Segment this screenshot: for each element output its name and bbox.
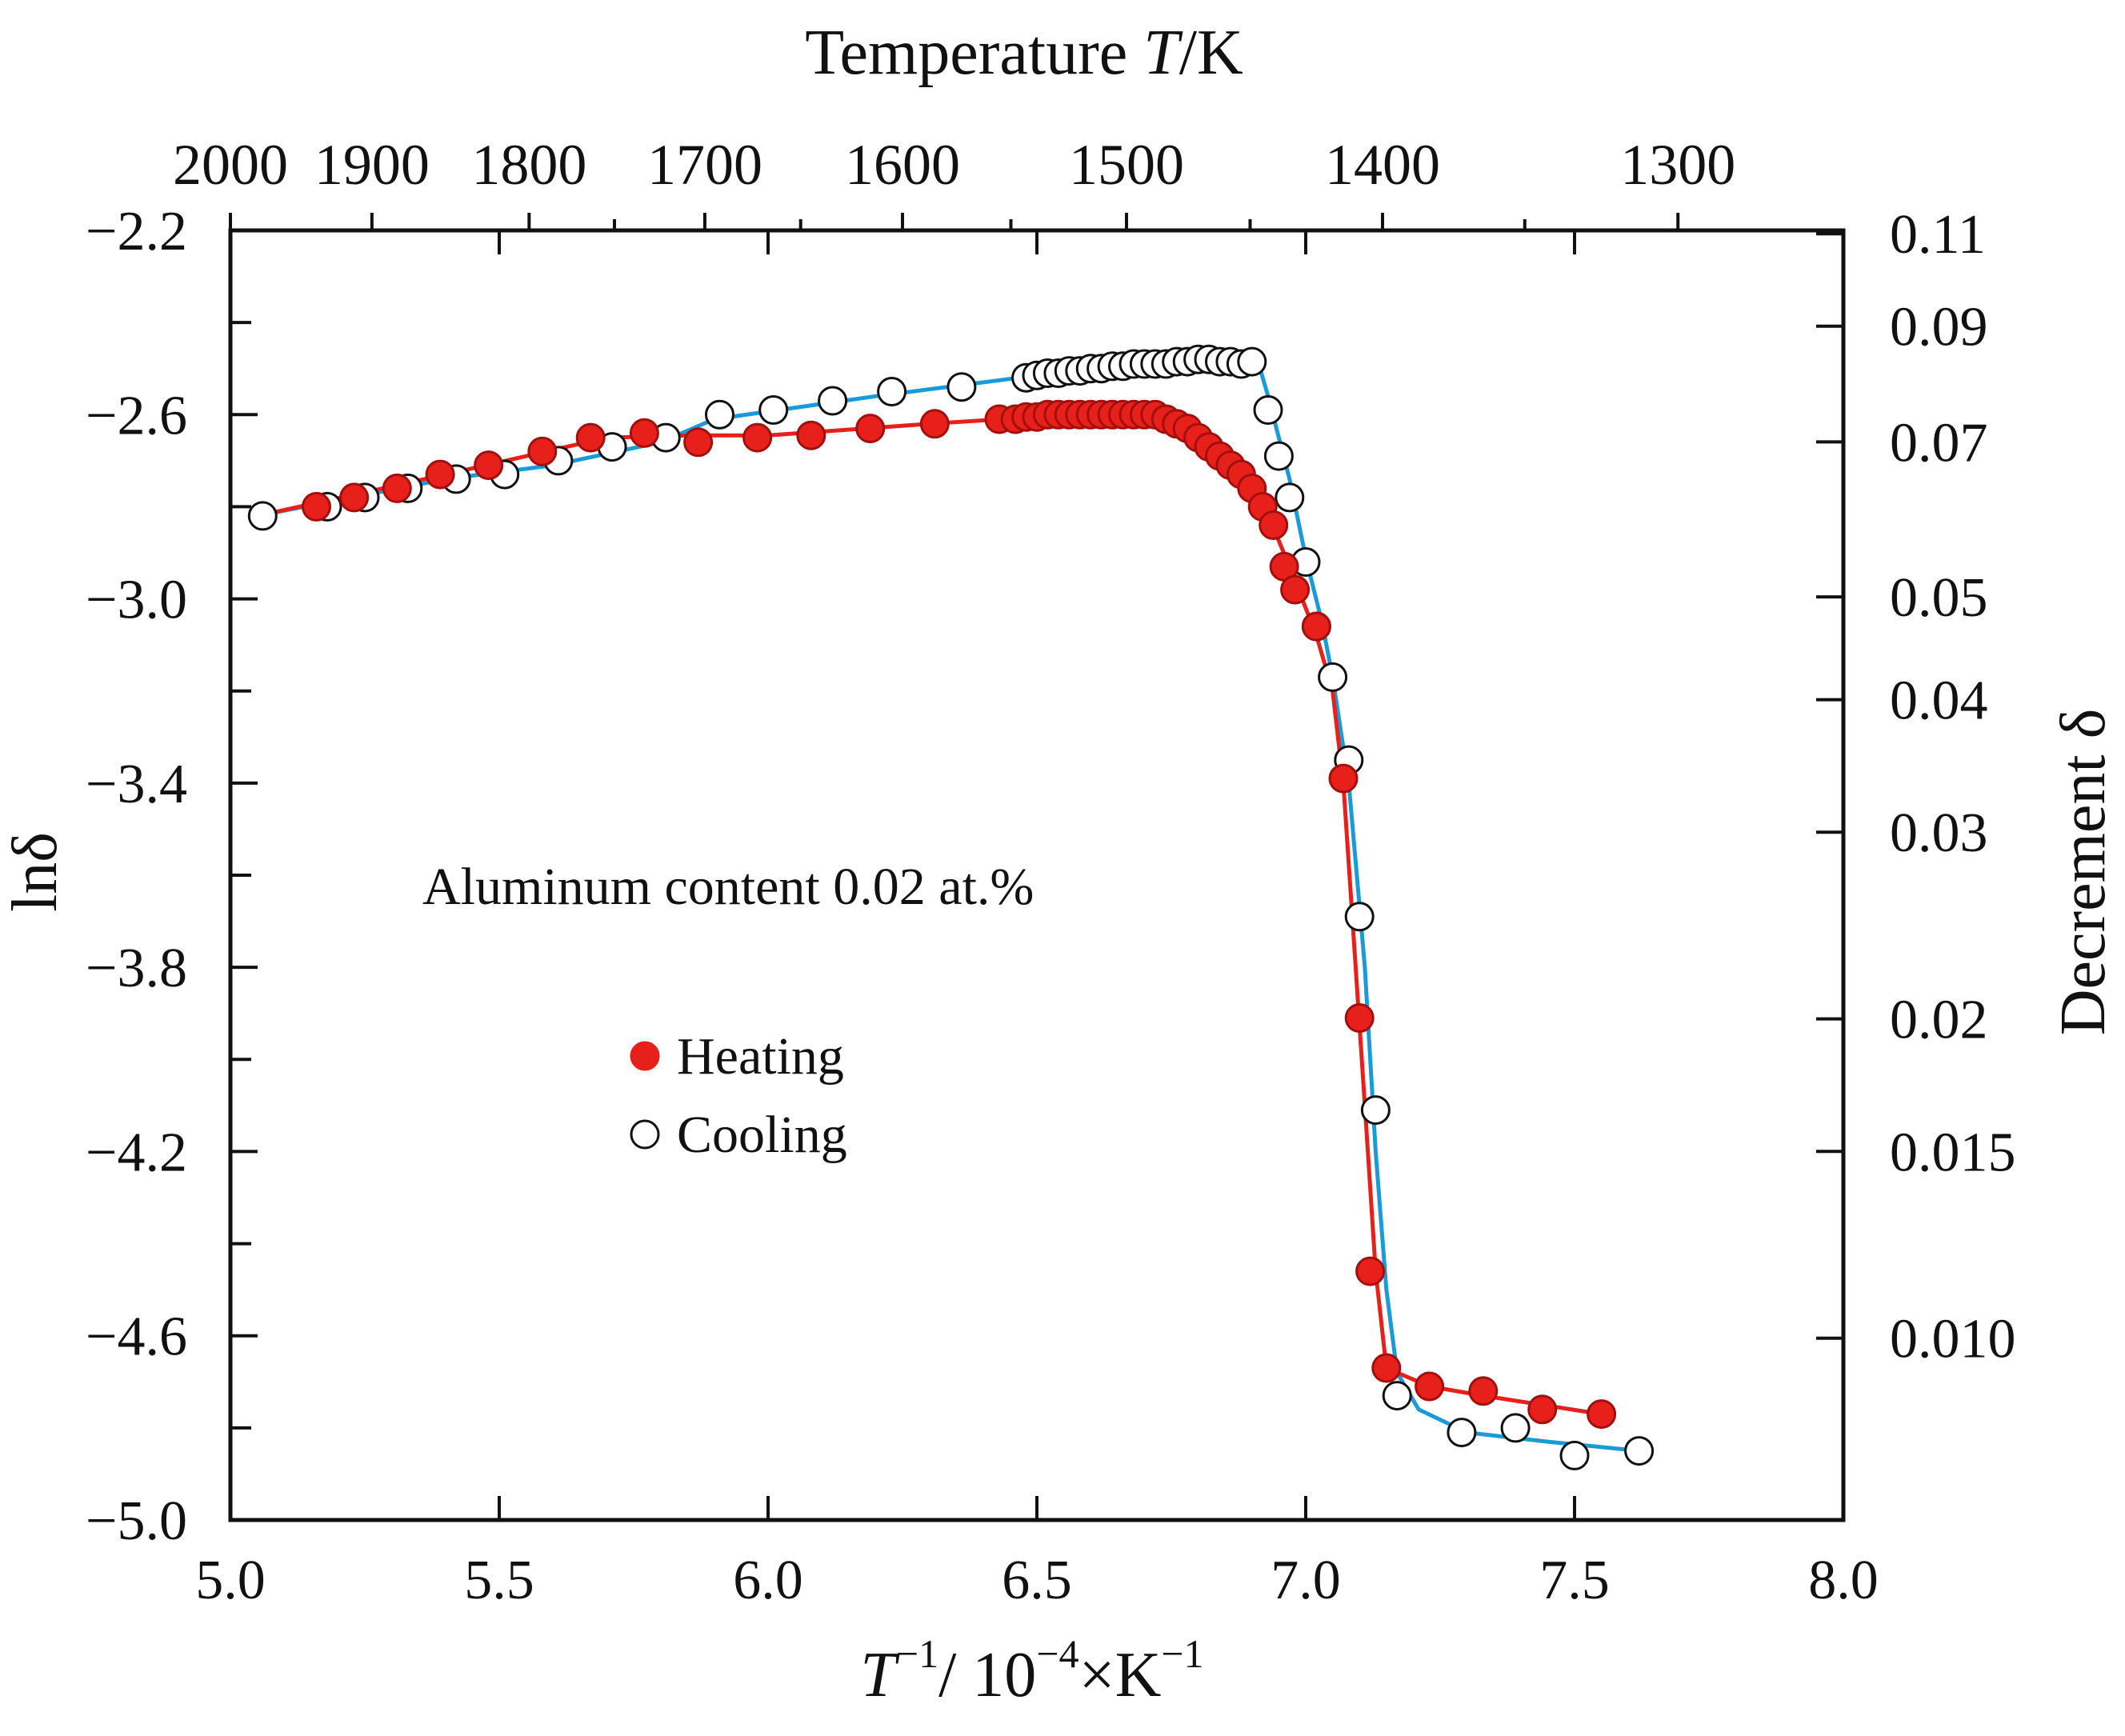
x-tick-label: 7.5 [1539,1550,1610,1611]
cooling-point [1382,1381,1412,1411]
heating-point [1328,763,1359,794]
legend-heating-label: Heating [677,1027,844,1086]
heating-point [683,427,714,458]
y-tick-label: −2.6 [86,385,187,446]
heating-point [796,420,826,450]
heating-point [1259,510,1289,540]
x-tick-label: 5.5 [464,1550,534,1611]
x-tick-label: 6.0 [733,1550,803,1611]
y2-tick-label: 0.015 [1890,1122,2016,1183]
heating-point [1527,1394,1558,1425]
x-axis-title-unit: ×K [1079,1640,1162,1710]
top-axis-title-suffix: /K [1179,18,1243,88]
y-axis-title: lnδ [0,832,70,912]
cooling-point [1624,1436,1655,1466]
heating-point [742,422,773,453]
y-tick-label: −4.2 [86,1122,187,1183]
x-axis-title: T−1/ 10−4×K−1 [860,1631,1203,1710]
y2-tick-label: 0.09 [1890,297,1988,358]
x-tick-label: 7.0 [1271,1550,1341,1611]
heating-point [1355,1256,1386,1286]
cooling-point [877,377,907,406]
cooling-point [1447,1418,1477,1448]
cooling-point [1263,441,1294,471]
cooling-point [946,372,977,402]
top-tick-label: 1400 [1325,133,1440,197]
heating-point [302,491,331,522]
cooling-point [1237,346,1267,377]
heating-point [339,482,370,513]
x-axis-title-italic: T [860,1640,900,1710]
y2-tick-label: 0.05 [1890,567,1988,629]
y2-tick-label: 0.010 [1890,1309,2016,1370]
legend-heating-marker [630,1041,660,1071]
annotation-text: Aluminum content 0.02 at.% [422,858,1034,916]
heating-point [575,422,606,453]
y-tick-label: −3.0 [86,570,187,631]
y-tick-label: −5.0 [86,1490,187,1552]
y-tick-label: −2.2 [86,201,187,262]
top-tick-label: 1600 [845,133,960,197]
heating-point [1344,1003,1375,1033]
heating-point [1301,611,1331,642]
top-axis-title-italic: T [1143,18,1183,88]
cooling-point [1559,1440,1590,1470]
cooling-point [758,395,789,425]
heating-point [855,414,886,444]
plot-frame [228,228,1846,1522]
series-points [247,344,1655,1470]
y2-tick-label: 0.03 [1890,802,1988,864]
top-tick-label: 1800 [471,133,586,197]
top-tick-label: 1500 [1069,133,1184,197]
x-axis-title-sup2: −4 [1036,1631,1079,1676]
cooling-point [247,501,278,531]
legend-cooling-label: Cooling [677,1106,847,1164]
cooling-point [1360,1095,1391,1126]
cooling-point [1344,902,1375,932]
top-tick-label: 1900 [314,133,430,197]
y-tick-label: −3.4 [86,754,187,815]
y2-tick-label: 0.07 [1890,412,1988,474]
x-axis-title-mid: / 10 [938,1640,1036,1710]
cooling-point [1318,662,1348,692]
heating-point [1371,1353,1402,1383]
top-tick-label: 1700 [647,133,762,197]
heating-point [1415,1371,1445,1402]
x-axis-title-sup1: −1 [896,1631,938,1676]
heating-point [474,450,504,481]
top-tick-label: 1300 [1620,133,1735,197]
y2-tick-label: 0.02 [1890,990,1988,1051]
heating-point [1587,1399,1617,1430]
y2-tick-label: 0.04 [1890,670,1988,732]
x-tick-label: 5.0 [195,1550,266,1611]
cooling-point [705,399,734,430]
y-tick-label: −4.6 [86,1306,187,1368]
heating-point [1280,574,1311,605]
top-axis-title-prefix: Temperature [805,18,1143,88]
y-tick-label: −3.8 [86,938,187,999]
cooling-point [1275,482,1305,513]
cooling-point [818,386,848,416]
cooling-point [1500,1413,1531,1443]
legend-cooling-marker [630,1119,660,1150]
heating-point [919,409,950,439]
heating-point [425,459,455,490]
legend: Heating Cooling [630,1027,847,1164]
top-axis-title: Temperature T/K [805,18,1243,88]
x-tick-label: 6.5 [1002,1550,1072,1611]
x-axis-title-sup3: −1 [1161,1631,1203,1676]
y2-axis-title: Decrement δ [2048,709,2119,1036]
tick-labels: 5.0 5.5 6.0 6.5 7.0 7.5 8.0 2000 1900 1800 1700 160… [86,133,2015,1611]
y2-tick-label: 0.11 [1890,204,1986,266]
heating-point [382,473,412,503]
cooling-point [1253,395,1283,425]
heating-point [629,418,659,448]
top-tick-label: 2000 [173,133,288,197]
x-tick-label: 8.0 [1808,1550,1879,1611]
heating-point [1468,1376,1499,1406]
heating-point [527,436,558,466]
